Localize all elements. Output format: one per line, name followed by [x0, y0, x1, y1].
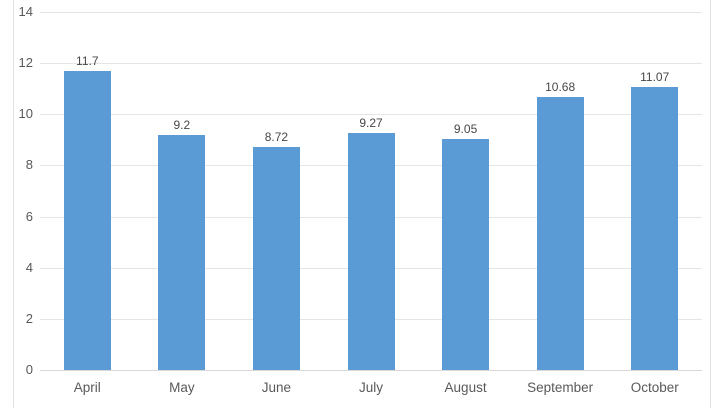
gridline-y-12 — [40, 63, 702, 65]
x-axis-line — [40, 370, 702, 371]
bar-june — [252, 147, 300, 370]
y-tick-label-10: 10 — [18, 106, 33, 122]
bar-april — [63, 70, 111, 370]
x-tick-label-april: April — [73, 380, 101, 395]
data-label-october: 11.07 — [640, 69, 670, 84]
chart-frame-left — [13, 0, 14, 408]
x-tick-label-july: July — [358, 380, 384, 395]
chart-frame-right — [710, 0, 711, 408]
bar-september — [536, 96, 584, 370]
data-label-june: 8.72 — [264, 130, 289, 145]
x-tick-label-may: May — [169, 380, 195, 395]
plot-area — [40, 12, 702, 371]
bar-may — [158, 134, 206, 370]
data-label-july: 9.27 — [359, 115, 383, 130]
gridline-y-10 — [40, 114, 702, 116]
y-tick-label-0: 0 — [25, 362, 33, 377]
gridline-y-14 — [40, 12, 702, 13]
y-tick-label-12: 12 — [18, 55, 33, 71]
x-tick-label-september: September — [527, 380, 594, 395]
y-tick-label-2: 2 — [25, 310, 33, 326]
data-label-may: 9.2 — [173, 117, 191, 132]
bar-october — [631, 86, 679, 370]
data-label-september: 10.68 — [545, 79, 576, 94]
y-tick-label-6: 6 — [25, 208, 33, 224]
y-tick-label-8: 8 — [25, 157, 33, 173]
y-tick-label-14: 14 — [18, 4, 33, 19]
data-label-august: 9.05 — [453, 121, 478, 136]
y-tick-label-4: 4 — [25, 259, 33, 275]
bar-july — [347, 132, 395, 370]
x-tick-label-october: October — [630, 380, 679, 395]
data-label-april: 11.7 — [76, 53, 99, 68]
x-tick-label-august: August — [444, 380, 487, 395]
x-tick-label-june: June — [261, 380, 292, 395]
bar-august — [442, 138, 490, 370]
